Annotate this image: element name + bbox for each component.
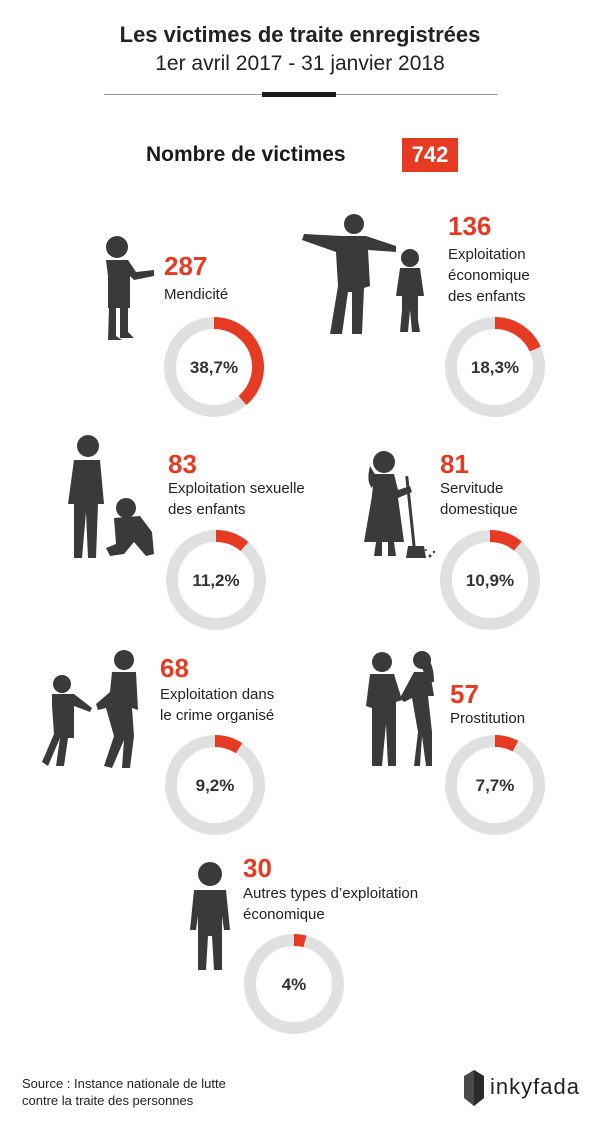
- donut-percent-label: 18,3%: [471, 358, 519, 377]
- count-crime-organise: 68: [160, 653, 189, 683]
- count-mendicite: 287: [164, 251, 208, 281]
- child-and-woman-icon: [42, 650, 138, 768]
- donut-ring: 4%: [244, 934, 344, 1034]
- donut-ring: 11,2%: [166, 530, 266, 630]
- total-value-badge: 742: [402, 138, 458, 172]
- donut-slice: [164, 317, 264, 417]
- donut-ring: 9,2%: [165, 735, 265, 835]
- donut-mendicite: 38,7%: [164, 317, 264, 417]
- divider-accent: [262, 92, 336, 97]
- donut-percent-label: 38,7%: [190, 358, 238, 377]
- label-servitude-domestique: Servitude domestique: [440, 480, 518, 518]
- logo-text: inkyfada: [490, 1074, 580, 1099]
- begging-child-icon: [106, 236, 154, 340]
- count-autres-types: 30: [243, 853, 272, 883]
- count-servitude-domestique: 81: [440, 449, 469, 479]
- donut-exploitation-economique-enfants: 18,3%: [445, 317, 545, 417]
- donut-exploitation-sexuelle-enfants: 11,2%: [166, 530, 266, 630]
- donut-slice: [440, 530, 540, 630]
- standing-child-icon: [190, 862, 230, 970]
- source-note: Source : Instance nationale de lutte con…: [22, 1076, 226, 1108]
- donut-autres-types: 4%: [244, 934, 344, 1034]
- donut-slice: [244, 934, 344, 1034]
- donut-percent-label: 4%: [282, 975, 307, 994]
- count-exploitation-sexuelle-enfants: 83: [168, 449, 197, 479]
- donut-ring: 38,7%: [164, 317, 264, 417]
- label-mendicite: Mendicité: [164, 286, 229, 303]
- page-subtitle: 1er avril 2017 - 31 janvier 2018: [155, 52, 445, 75]
- count-exploitation-economique-enfants: 136: [448, 211, 492, 241]
- donut-slice: [166, 530, 266, 630]
- count-prostitution: 57: [450, 679, 479, 709]
- man-pointing-at-child-icon: [302, 214, 424, 334]
- label-crime-organise: Exploitation dans le crime organisé: [160, 686, 275, 724]
- donut-ring: 10,9%: [440, 530, 540, 630]
- donut-ring: 18,3%: [445, 317, 545, 417]
- girl-sweeping-icon: [364, 451, 436, 558]
- man-and-crouching-child-icon: [68, 435, 154, 558]
- total-label: Nombre de victimes: [146, 143, 346, 166]
- label-prostitution: Prostitution: [450, 710, 526, 727]
- donut-percent-label: 11,2%: [192, 571, 239, 590]
- donut-percent-label: 9,2%: [196, 776, 235, 795]
- label-exploitation-economique-enfants: Exploitation économique des enfants: [448, 246, 530, 305]
- donut-crime-organise: 9,2%: [165, 735, 265, 835]
- donut-percent-label: 10,9%: [466, 571, 514, 590]
- page-title: Les victimes de traite enregistrées: [119, 22, 481, 47]
- donut-percent-label: 7,7%: [476, 776, 515, 795]
- donut-ring: 7,7%: [445, 735, 545, 835]
- logo-mark-icon: [464, 1070, 484, 1106]
- donut-prostitution: 7,7%: [445, 735, 545, 835]
- label-exploitation-sexuelle-enfants: Exploitation sexuelle des enfants: [168, 480, 305, 518]
- label-autres-types: Autres types d’exploitation économique: [243, 885, 419, 923]
- donut-servitude-domestique: 10,9%: [440, 530, 540, 630]
- donut-slice: [165, 735, 265, 835]
- inkyfada-logo: inkyfada: [460, 1068, 580, 1108]
- donut-slice: [445, 317, 545, 417]
- man-and-woman-icon: [366, 651, 434, 766]
- donut-slice: [445, 735, 545, 835]
